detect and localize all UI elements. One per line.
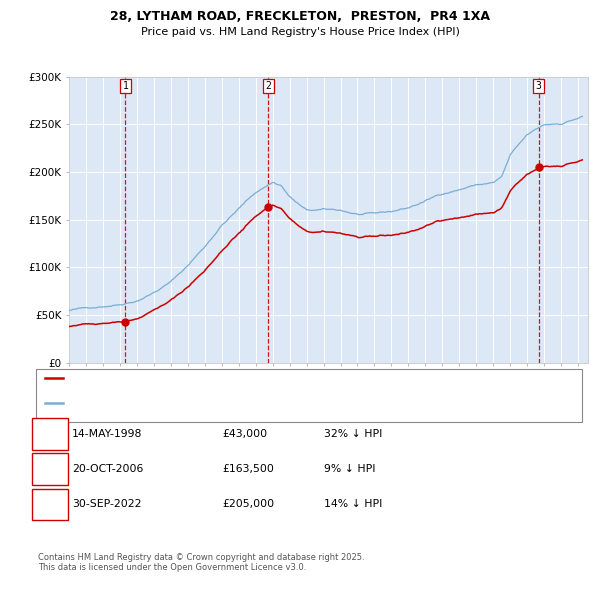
Text: 20-OCT-2006: 20-OCT-2006	[72, 464, 143, 474]
Text: 9% ↓ HPI: 9% ↓ HPI	[324, 464, 376, 474]
Text: Price paid vs. HM Land Registry's House Price Index (HPI): Price paid vs. HM Land Registry's House …	[140, 27, 460, 37]
Text: 30-SEP-2022: 30-SEP-2022	[72, 500, 142, 509]
Text: 3: 3	[47, 500, 53, 509]
Text: 28, LYTHAM ROAD, FRECKLETON, PRESTON,  PR4 1XA (semi-detached house): 28, LYTHAM ROAD, FRECKLETON, PRESTON, PR…	[68, 373, 434, 382]
Text: 14-MAY-1998: 14-MAY-1998	[72, 429, 142, 438]
Text: £163,500: £163,500	[222, 464, 274, 474]
Text: HPI: Average price, semi-detached house, Fylde: HPI: Average price, semi-detached house,…	[68, 398, 295, 408]
Text: 14% ↓ HPI: 14% ↓ HPI	[324, 500, 382, 509]
Text: £205,000: £205,000	[222, 500, 274, 509]
Text: Contains HM Land Registry data © Crown copyright and database right 2025.
This d: Contains HM Land Registry data © Crown c…	[38, 553, 364, 572]
Text: 1: 1	[47, 429, 53, 438]
Text: 3: 3	[536, 81, 541, 91]
Text: 2: 2	[265, 81, 271, 91]
Text: 32% ↓ HPI: 32% ↓ HPI	[324, 429, 382, 438]
Text: 28, LYTHAM ROAD, FRECKLETON,  PRESTON,  PR4 1XA: 28, LYTHAM ROAD, FRECKLETON, PRESTON, PR…	[110, 10, 490, 23]
Text: 2: 2	[47, 464, 53, 474]
Text: 1: 1	[122, 81, 128, 91]
Text: £43,000: £43,000	[222, 429, 267, 438]
